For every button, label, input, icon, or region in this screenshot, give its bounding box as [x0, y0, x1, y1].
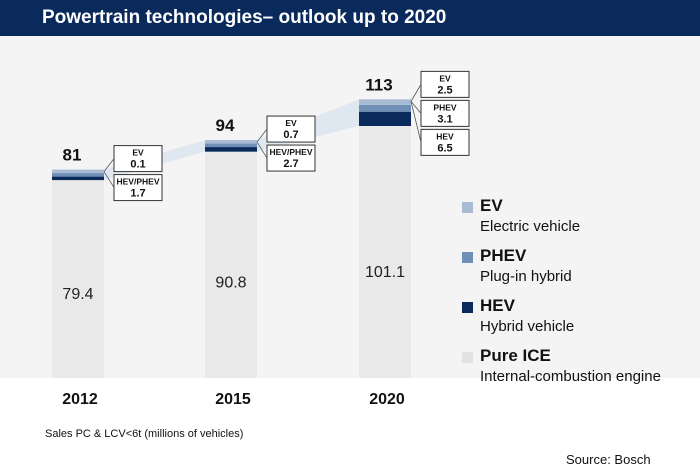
- legend-name-ev: EV: [480, 196, 503, 215]
- callout-leader-0-0: [103, 158, 115, 172]
- legend-description-hev: Hybrid vehicle: [480, 318, 575, 335]
- callout-value-1-1: 2.7: [283, 158, 298, 170]
- callout-leader-2-0: [410, 84, 422, 102]
- total-label-2012: 81: [63, 146, 82, 165]
- bar-phev-2012: [52, 173, 104, 177]
- source-note: Source: Bosch: [566, 452, 651, 467]
- legend: EV Electric vehicle PHEV Plug-in hybrid HEV H…: [462, 196, 692, 396]
- legend-item-phev: PHEV Plug-in hybrid: [462, 246, 692, 294]
- chart-background: [0, 36, 700, 378]
- bar-phev-2020: [359, 104, 411, 112]
- legend-name-pure-ice: Pure ICE: [480, 346, 551, 365]
- callout-box-0-1: [113, 174, 163, 202]
- total-label-2015: 94: [216, 116, 235, 135]
- x-tick-label-2015: 2015: [215, 391, 251, 408]
- legend-description-pure-ice: Internal-combustion engine: [480, 368, 661, 385]
- callout-leader-0-1: [103, 171, 115, 188]
- bar-value-label-2012: 79.4: [62, 286, 93, 303]
- legend-swatch-phev: [462, 252, 473, 263]
- bar-ev-2012: [52, 169, 104, 174]
- page-title: Powertrain technologies– outlook up to 2…: [42, 7, 447, 28]
- callout-value-1-0: 0.7: [283, 129, 298, 141]
- callout-label-1-0: EV: [285, 118, 297, 128]
- legend-description-phev: Plug-in hybrid: [480, 268, 572, 285]
- bar-ice-2012: [52, 180, 104, 378]
- callout-leader-2-2: [410, 101, 422, 143]
- callout-label-2-2: HEV: [436, 131, 454, 141]
- bar-ice-2015: [205, 151, 257, 378]
- callout-value-2-0: 2.5: [437, 84, 452, 96]
- callout-box-2-0: [420, 70, 470, 98]
- bar-value-label-2015: 90.8: [215, 274, 246, 291]
- x-tick-label-2012: 2012: [62, 391, 98, 408]
- callout-label-0-1: HEV/PHEV: [117, 177, 160, 187]
- callout-label-0-0: EV: [132, 148, 144, 158]
- bar-hev-2020: [359, 111, 411, 126]
- legend-description-ev: Electric vehicle: [480, 218, 581, 235]
- callout-leader-1-0: [256, 128, 268, 143]
- bar-hev-2015: [205, 147, 257, 152]
- legend-item-pure-ice: Pure ICE Internal-combustion engine: [462, 346, 692, 394]
- legend-name-phev: PHEV: [480, 246, 527, 265]
- footnote: Sales PC & LCV<6t (millions of vehicles): [45, 428, 244, 440]
- bar-phev-2015: [205, 143, 257, 148]
- callout-value-2-2: 6.5: [437, 142, 452, 154]
- bar-ev-2015: [205, 140, 257, 144]
- x-tick-label-2020: 2020: [369, 391, 405, 408]
- bar-ice-2020: [359, 126, 411, 378]
- callout-value-0-0: 0.1: [130, 159, 145, 171]
- legend-name-hev: HEV: [480, 296, 515, 315]
- legend-item-ev: EV Electric vehicle: [462, 196, 692, 244]
- callout-value-0-1: 1.7: [130, 188, 145, 200]
- bar-value-label-2020: 101.1: [365, 264, 405, 281]
- callout-label-2-1: PHEV: [433, 102, 456, 112]
- callout-leader-1-1: [256, 141, 268, 159]
- legend-item-hev: HEV Hybrid vehicle: [462, 296, 692, 344]
- stacked-bar-chart: 79.420128190.8201594101.12020113EV0.1HEV…: [0, 36, 700, 408]
- legend-swatch-ev: [462, 202, 473, 213]
- callout-box-1-0: [266, 115, 316, 143]
- callout-label-2-0: EV: [439, 73, 451, 83]
- bar-hev-2012: [52, 176, 104, 181]
- total-label-2020: 113: [365, 75, 392, 94]
- title-bar: Powertrain technologies– outlook up to 2…: [0, 0, 700, 36]
- legend-swatch-pure-ice: [462, 352, 473, 363]
- callout-value-2-1: 3.1: [437, 113, 452, 125]
- bar-ev-2020: [359, 99, 411, 105]
- callout-leader-2-1: [410, 101, 422, 114]
- legend-swatch-hev: [462, 302, 473, 313]
- callout-label-1-1: HEV/PHEV: [270, 147, 313, 157]
- callout-box-2-2: [420, 128, 470, 156]
